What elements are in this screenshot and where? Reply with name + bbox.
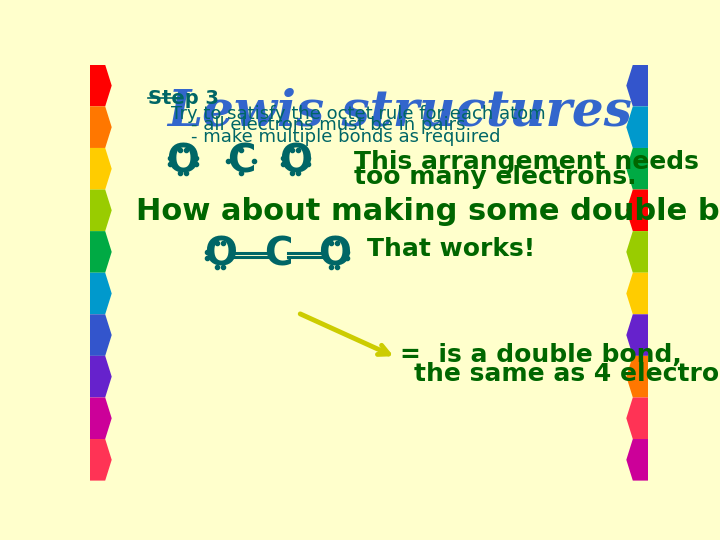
Text: O: O — [204, 236, 237, 274]
Polygon shape — [90, 314, 112, 356]
Polygon shape — [626, 439, 648, 481]
Text: =  is a double bond,: = is a double bond, — [400, 343, 682, 367]
Polygon shape — [626, 397, 648, 439]
Polygon shape — [626, 190, 648, 231]
Text: Try to satisfy the octet rule for each atom: Try to satisfy the octet rule for each a… — [171, 105, 546, 123]
Polygon shape — [90, 439, 112, 481]
Text: O: O — [166, 142, 199, 180]
Polygon shape — [626, 65, 648, 106]
Text: How about making some double bonds?: How about making some double bonds? — [137, 197, 720, 226]
Text: O: O — [318, 236, 351, 274]
Polygon shape — [626, 273, 648, 314]
Polygon shape — [90, 356, 112, 397]
Polygon shape — [90, 190, 112, 231]
Polygon shape — [626, 356, 648, 397]
Text: the same as 4 electrons: the same as 4 electrons — [414, 362, 720, 386]
Text: - all electrons must be in pairs: - all electrons must be in pairs — [191, 117, 465, 134]
Text: That works!: That works! — [367, 237, 536, 261]
Text: O: O — [279, 142, 312, 180]
FancyArrowPatch shape — [300, 314, 389, 354]
Text: Lewis structures: Lewis structures — [168, 88, 632, 137]
Polygon shape — [626, 231, 648, 273]
Polygon shape — [90, 231, 112, 273]
Polygon shape — [90, 65, 112, 106]
Text: C: C — [264, 236, 292, 274]
Polygon shape — [90, 148, 112, 190]
Text: - make multiple bonds as required: - make multiple bonds as required — [191, 128, 500, 146]
Text: C: C — [227, 142, 256, 180]
Polygon shape — [90, 397, 112, 439]
Polygon shape — [626, 106, 648, 148]
Polygon shape — [626, 148, 648, 190]
Text: This arrangement needs: This arrangement needs — [354, 150, 698, 173]
Text: too many electrons.: too many electrons. — [354, 165, 636, 189]
Polygon shape — [626, 314, 648, 356]
Polygon shape — [90, 106, 112, 148]
Text: Step 3: Step 3 — [148, 90, 219, 109]
Polygon shape — [90, 273, 112, 314]
